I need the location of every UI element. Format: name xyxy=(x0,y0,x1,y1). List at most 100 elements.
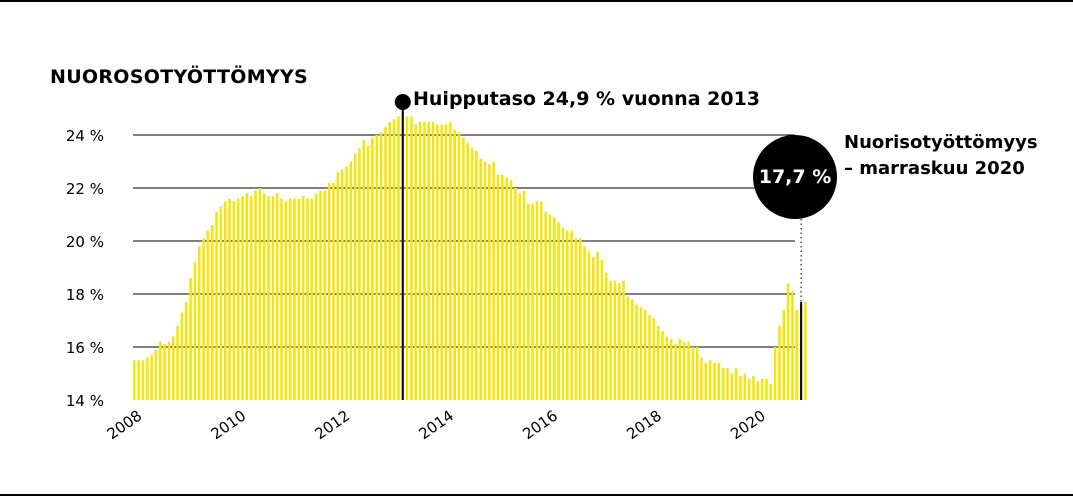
bar xyxy=(232,201,236,400)
bar xyxy=(721,368,725,400)
bar xyxy=(669,339,673,400)
bar xyxy=(769,384,773,400)
bar xyxy=(210,225,214,400)
bar xyxy=(531,203,534,400)
bar xyxy=(371,137,374,400)
bar xyxy=(453,129,457,400)
bar xyxy=(193,262,197,400)
bar xyxy=(440,124,444,401)
bar xyxy=(743,373,747,400)
bar xyxy=(713,362,716,400)
bar xyxy=(778,325,781,400)
bar xyxy=(189,278,192,400)
bar xyxy=(167,341,171,400)
bar xyxy=(163,344,166,400)
bar xyxy=(501,174,504,400)
bar xyxy=(184,301,188,400)
bar xyxy=(444,124,448,401)
bar xyxy=(275,193,279,400)
bar xyxy=(626,296,630,400)
bar xyxy=(340,169,344,400)
bar xyxy=(470,148,474,400)
x-tick-label: 2016 xyxy=(519,407,561,444)
bar xyxy=(280,198,283,400)
bar xyxy=(535,201,539,400)
bar xyxy=(726,368,729,400)
bar xyxy=(353,153,357,400)
bar xyxy=(197,246,201,400)
x-tick-label: 2010 xyxy=(208,407,250,444)
bar xyxy=(804,301,807,400)
bar xyxy=(717,362,721,400)
bar xyxy=(782,309,786,400)
y-tick-label: 18 % xyxy=(66,286,104,304)
bar xyxy=(773,347,777,400)
peak-marker-dot xyxy=(394,94,411,110)
bar xyxy=(557,222,560,400)
bar xyxy=(739,376,742,400)
bar xyxy=(297,198,301,400)
bar xyxy=(150,354,153,400)
bar xyxy=(137,360,140,400)
bar xyxy=(323,190,327,400)
bar xyxy=(570,230,573,400)
bar xyxy=(176,325,179,400)
bar xyxy=(180,312,184,400)
y-tick-label: 16 % xyxy=(66,339,104,357)
top-rule xyxy=(0,0,1073,2)
bar xyxy=(306,198,309,400)
bar xyxy=(366,145,370,400)
bar xyxy=(397,116,400,400)
bar xyxy=(293,198,296,400)
bar xyxy=(553,217,556,400)
bar xyxy=(613,280,617,400)
bar xyxy=(747,378,751,400)
bar xyxy=(574,238,578,400)
bar xyxy=(228,198,231,400)
bar xyxy=(271,195,275,400)
latest-value-badge: 17,7 % xyxy=(753,135,837,219)
bar xyxy=(206,230,210,400)
bar xyxy=(509,180,513,400)
latest-annotation-line2: – marraskuu 2020 xyxy=(844,158,1025,179)
bar xyxy=(392,119,396,400)
bar xyxy=(288,198,292,400)
bar xyxy=(466,142,470,400)
bar xyxy=(219,206,223,400)
bar xyxy=(483,161,487,400)
bar xyxy=(301,195,305,400)
bar xyxy=(786,283,790,400)
bar xyxy=(791,291,794,400)
bar xyxy=(384,127,387,401)
bar xyxy=(687,341,690,400)
bar xyxy=(622,280,625,400)
bar xyxy=(544,211,547,400)
bar xyxy=(431,121,435,400)
bar xyxy=(734,368,738,400)
peak-annotation: Huipputaso 24,9 % vuonna 2013 xyxy=(413,88,761,110)
bar xyxy=(133,360,136,400)
bar xyxy=(496,174,500,400)
bar xyxy=(379,132,383,400)
bar xyxy=(661,331,664,400)
bar xyxy=(656,325,660,400)
bar xyxy=(752,376,755,400)
bar xyxy=(245,193,249,400)
bar xyxy=(600,259,604,400)
bar xyxy=(158,341,162,400)
bar xyxy=(540,201,543,400)
bar xyxy=(310,198,314,400)
bar xyxy=(388,121,392,400)
bar xyxy=(258,188,262,400)
x-tick-label: 2014 xyxy=(415,407,457,444)
bar xyxy=(691,347,695,400)
bar xyxy=(596,251,599,400)
bar xyxy=(730,373,734,400)
bar xyxy=(617,283,621,400)
bar xyxy=(215,211,218,400)
bar xyxy=(674,344,677,400)
bar xyxy=(700,357,703,400)
bar xyxy=(336,172,340,400)
bar xyxy=(427,121,431,400)
y-tick-label: 22 % xyxy=(66,180,104,198)
